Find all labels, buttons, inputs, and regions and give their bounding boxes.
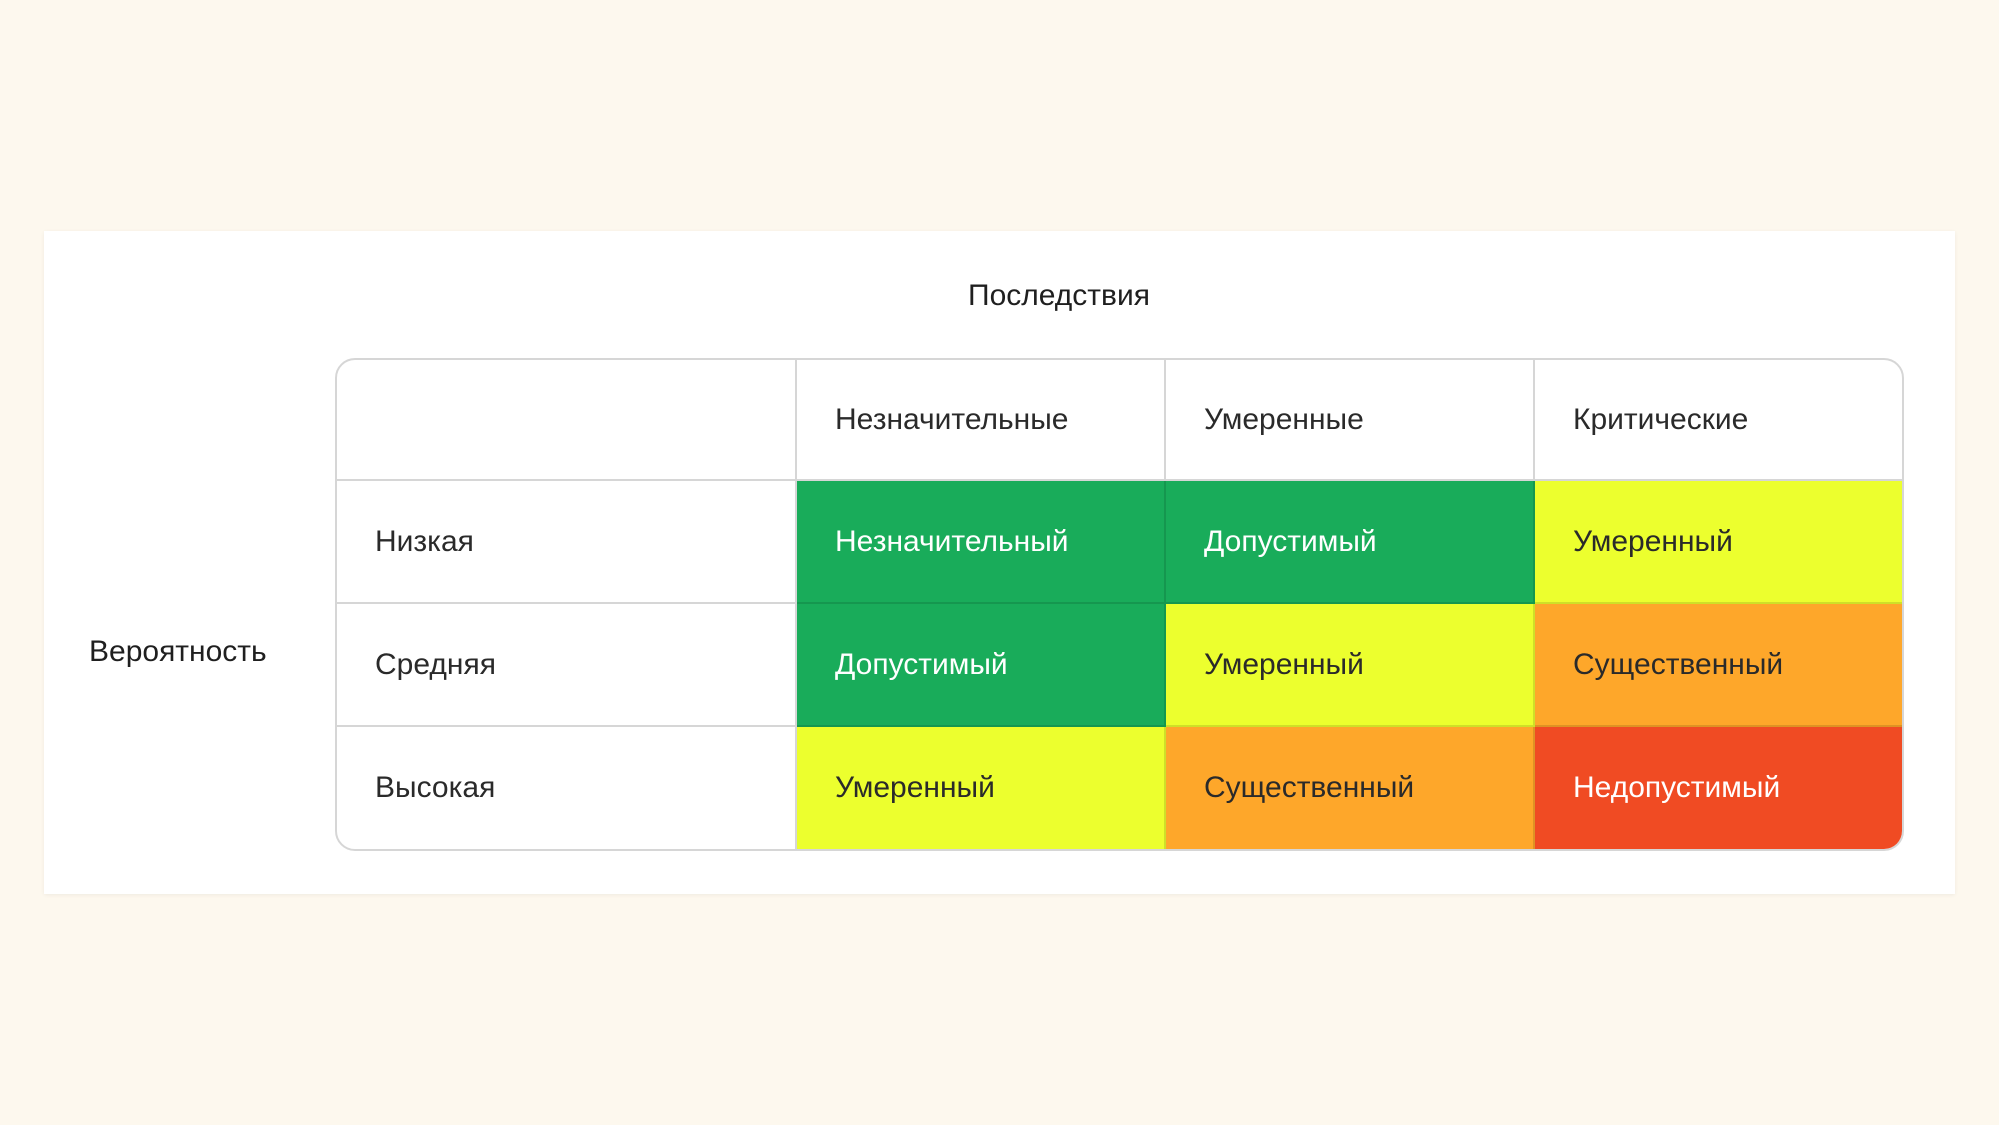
- risk-cell: Недопустимый: [1535, 727, 1902, 849]
- row-header-medium: Средняя: [337, 604, 797, 727]
- risk-cell: Умеренный: [1166, 604, 1535, 727]
- risk-matrix-card: Последствия Вероятность Незначительные У…: [44, 231, 1955, 894]
- risk-cell: Незначительный: [797, 481, 1166, 604]
- risk-matrix-table: Незначительные Умеренные Критические Низ…: [335, 358, 1904, 851]
- risk-cell: Умеренный: [797, 727, 1166, 849]
- column-header-insignificant: Незначительные: [797, 360, 1166, 481]
- risk-cell: Допустимый: [797, 604, 1166, 727]
- consequences-title: Последствия: [968, 279, 1150, 312]
- probability-axis-label: Вероятность: [89, 635, 267, 668]
- column-header-critical: Критические: [1535, 360, 1902, 481]
- row-header-low: Низкая: [337, 481, 797, 604]
- corner-cell: [337, 360, 797, 481]
- risk-cell: Существенный: [1166, 727, 1535, 849]
- risk-cell: Допустимый: [1166, 481, 1535, 604]
- risk-cell: Умеренный: [1535, 481, 1902, 604]
- column-header-moderate: Умеренные: [1166, 360, 1535, 481]
- risk-cell: Существенный: [1535, 604, 1902, 727]
- row-header-high: Высокая: [337, 727, 797, 849]
